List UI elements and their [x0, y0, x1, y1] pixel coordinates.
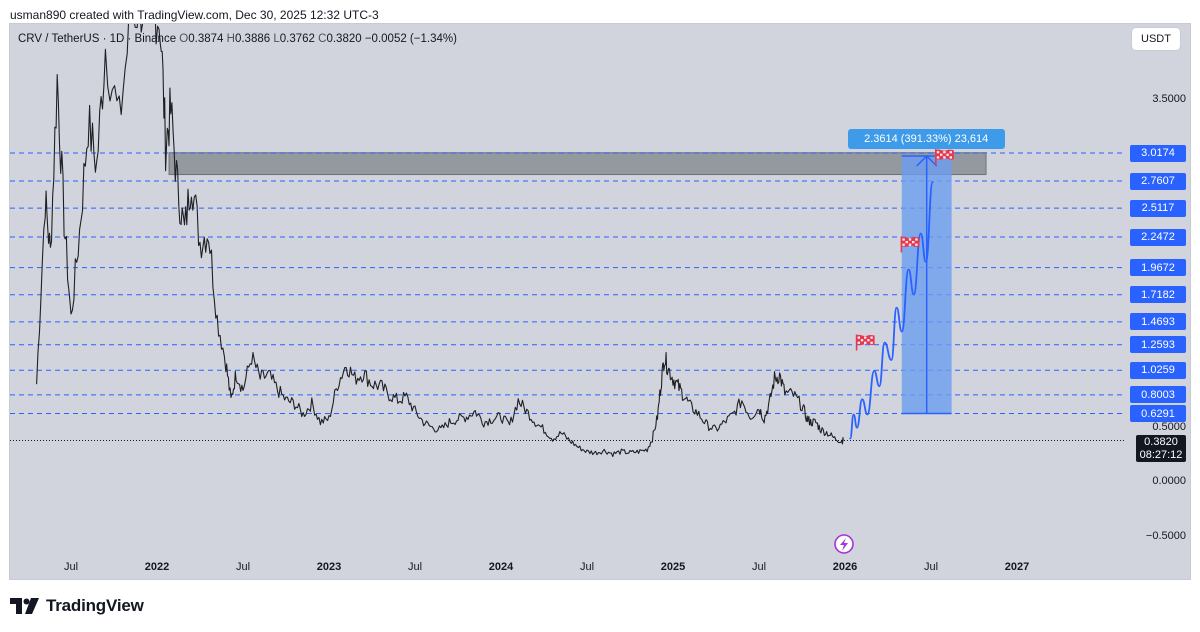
time-axis-label: 2026: [832, 561, 858, 573]
level-price-tag: 3.0174: [1130, 144, 1186, 162]
time-axis-label: Jul: [63, 561, 79, 573]
resistance-zone[interactable]: [168, 152, 987, 176]
time-axis-label: 2022: [144, 561, 170, 573]
flag-icon[interactable]: [855, 334, 875, 351]
time-axis-label: Jul: [579, 561, 595, 573]
time-axis-label: 2023: [316, 561, 342, 573]
price-axis-label: −0.5000: [1145, 529, 1186, 542]
countdown-timer: 08:27:12: [1139, 448, 1183, 461]
time-axis-label: Jul: [751, 561, 767, 573]
level-price-tag: 2.7607: [1130, 172, 1186, 190]
flag-icon[interactable]: [934, 149, 954, 166]
level-price-tag: 1.9672: [1130, 259, 1186, 277]
last-price-tag: 0.3820 08:27:12: [1136, 434, 1186, 462]
change-value: −0.0052 (−1.34%): [364, 33, 457, 45]
tradingview-logo-icon: [10, 598, 39, 614]
level-price-tag: 1.7182: [1130, 286, 1186, 304]
time-axis-label: 2027: [1004, 561, 1030, 573]
time-axis-label: Jul: [235, 561, 251, 573]
level-price-tag: 0.8003: [1130, 386, 1186, 404]
open-label: O: [179, 33, 189, 45]
price-axis-label: 3.5000: [1152, 93, 1186, 106]
price-series[interactable]: [36, 24, 844, 458]
chart-canvas[interactable]: [10, 24, 1190, 579]
measure-label: 2.3614 (391.33%) 23,614: [847, 129, 1005, 149]
open-value: 0.3874: [188, 33, 224, 45]
time-axis-label: Jul: [407, 561, 423, 573]
currency-button[interactable]: USDT: [1131, 27, 1181, 51]
low-value: 0.3762: [279, 33, 315, 45]
chart-attribution: usman890 created with TradingView.com, D…: [10, 8, 379, 22]
level-price-tag: 2.5117: [1130, 199, 1186, 217]
high-value: 0.3886: [234, 33, 271, 45]
time-axis-label: 2025: [660, 561, 686, 573]
price-axis-label: 0.5000: [1152, 420, 1186, 433]
chart-area[interactable]: CRV / TetherUS · 1D · Binance O0.3874 H0…: [9, 23, 1191, 580]
symbol-label[interactable]: CRV / TetherUS · 1D · Binance: [18, 33, 177, 45]
time-axis-label: 2024: [488, 561, 514, 573]
close-label: C: [318, 33, 327, 45]
measure-arrow-head: [916, 154, 938, 167]
last-price-value: 0.3820: [1144, 435, 1178, 448]
level-price-tag: 2.2472: [1130, 228, 1186, 246]
flag-icon[interactable]: [900, 236, 920, 253]
brand-name: TradingView: [46, 596, 144, 615]
price-axis-label: 0.0000: [1152, 475, 1186, 488]
close-value: 0.3820: [326, 33, 362, 45]
low-label: L: [273, 33, 280, 45]
time-axis-label: Jul: [923, 561, 939, 573]
level-price-tag: 0.6291: [1130, 405, 1186, 423]
ohlc-legend: CRV / TetherUS · 1D · Binance O0.3874 H0…: [18, 33, 457, 45]
level-price-tag: 1.0259: [1130, 361, 1186, 379]
high-label: H: [226, 33, 235, 45]
level-price-tag: 1.2593: [1130, 336, 1186, 354]
lightning-bolt-icon: [840, 538, 848, 551]
brand[interactable]: TradingView: [10, 596, 144, 616]
level-price-tag: 1.4693: [1130, 313, 1186, 331]
